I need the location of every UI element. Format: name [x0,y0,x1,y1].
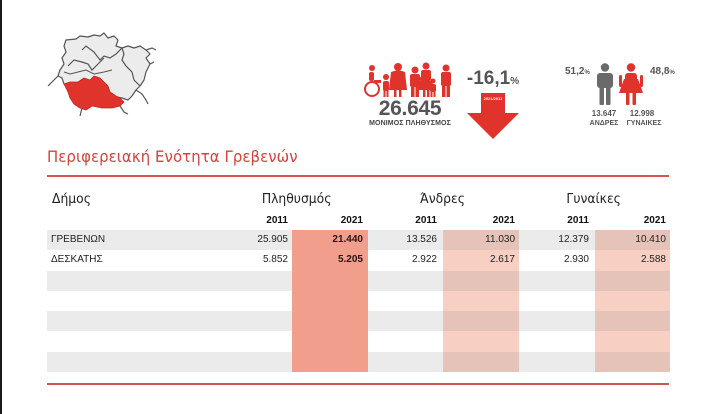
men-2021-fill [443,230,519,251]
men-count: 13.647 [591,109,617,118]
women-pct-value: 48,8 [650,66,670,77]
municipality-name: ΔΕΣΚΑΤΗΣ [51,254,103,266]
table-year-header: 2011 2021 2011 2021 2011 2021 [47,212,670,230]
women-2021-value: 10.410 [635,234,666,245]
men-2021-fill [443,270,519,291]
year-pop-2011: 2011 [266,215,288,226]
men-pct-value: 51,2 [565,66,585,77]
title-divider [47,175,669,177]
year-pop-2021: 2021 [340,215,363,226]
women-2021-fill [595,270,670,291]
men-pct-unit: % [584,70,590,76]
pop-2021-fill [292,270,368,291]
pop-2021-fill [292,290,368,312]
pop-2021-fill [292,311,368,332]
pop-2011-value: 25.905 [257,234,288,245]
population-total: 26.645 [378,97,442,120]
table-bottom-divider [47,383,669,385]
change-number: -16,1 [466,68,511,89]
pop-2021-fill [292,230,368,251]
header-women: Γυναίκες [566,192,621,207]
women-2021-fill [595,290,670,312]
arrow-period-label: 2021/2011 [483,96,503,101]
municipality-name: ΓΡΕΒΕΝΩΝ [51,234,106,245]
women-2021-fill [595,331,670,352]
men-percentage: 51,2% [565,66,590,77]
men-2021-value: 11.030 [485,234,515,245]
section-title: Περιφερειακή Ενότητα Γρεβενών [47,147,298,166]
women-count: 12.998 [629,109,655,118]
table-row-empty [47,311,670,332]
women-label: ΓΥΝΑΙΚΕΣ [626,120,662,127]
change-unit: % [510,76,520,87]
map-icon [47,32,157,117]
men-2011-value: 2.922 [411,254,437,266]
header-men: Άνδρες [420,192,465,207]
man-icon [597,63,613,105]
year-women-2011: 2011 [567,215,589,226]
family-people-icon [364,62,451,97]
population-caption: ΜΟΝΙΜΟΣ ΠΛΗΘΥΣΜΟΣ [369,120,451,127]
table-row-empty [47,351,670,373]
men-label: ΑΝΔΡΕΣ [589,120,619,127]
down-arrow-icon [467,93,519,139]
pop-2021-fill [292,250,368,271]
women-2021-fill [595,230,670,251]
women-2021-fill [595,311,670,332]
region-map [42,30,158,126]
pop-2021-value: 21.440 [332,234,363,245]
table-row: ΔΕΣΚΑΤΗΣ 5.852 5.205 2.922 2.617 2.930 2… [47,250,670,271]
population-summary: 26.645 ΜΟΝΙΜΟΣ ΠΛΗΘΥΣΜΟΣ [360,62,460,127]
men-2021-fill [443,311,519,332]
table-row-empty [47,331,670,352]
men-2021-fill [443,351,519,373]
woman-icon [619,63,643,105]
table-group-header: Δήμος Πληθυσμός Άνδρες Γυναίκες [47,190,670,212]
table-body: ΓΡΕΒΕΝΩΝ 25.905 21.440 13.526 11.030 12.… [47,230,670,373]
year-men-2021: 2021 [492,215,515,226]
pop-2011-value: 5.852 [262,254,288,266]
year-men-2011: 2011 [415,215,437,226]
population-table: Δήμος Πληθυσμός Άνδρες Γυναίκες 2011 202… [47,190,670,373]
table-row: ΓΡΕΒΕΝΩΝ 25.905 21.440 13.526 11.030 12.… [47,230,670,251]
women-2021-fill [595,351,670,373]
pop-2021-fill [292,331,368,352]
men-2021-fill [443,290,519,312]
women-2021-value: 2.588 [640,254,666,266]
women-percentage: 48,8% [650,66,675,77]
pop-2021-value: 5.205 [337,254,363,266]
pop-2021-fill [292,351,368,373]
gender-summary: 51,2% 48,8% 13.647 12.998 ΑΝΔΡΕΣ [562,60,682,140]
year-women-2021: 2021 [643,215,666,226]
men-2021-fill [443,250,519,271]
change-value: -16,1% [464,69,522,92]
men-2021-fill [443,331,519,352]
header-municipality: Δήμος [52,192,91,207]
population-change: -16,1% 2021/2011 [464,69,522,139]
table-row-empty [47,270,670,291]
men-2011-value: 13.526 [406,234,437,245]
women-pct-unit: % [669,70,675,76]
men-2021-value: 2.617 [489,254,515,266]
women-2011-value: 2.930 [563,254,589,266]
header-population: Πληθυσμός [261,192,332,207]
table-row-empty [47,290,670,312]
women-2021-fill [595,250,670,271]
women-2011-value: 12.379 [558,234,589,245]
